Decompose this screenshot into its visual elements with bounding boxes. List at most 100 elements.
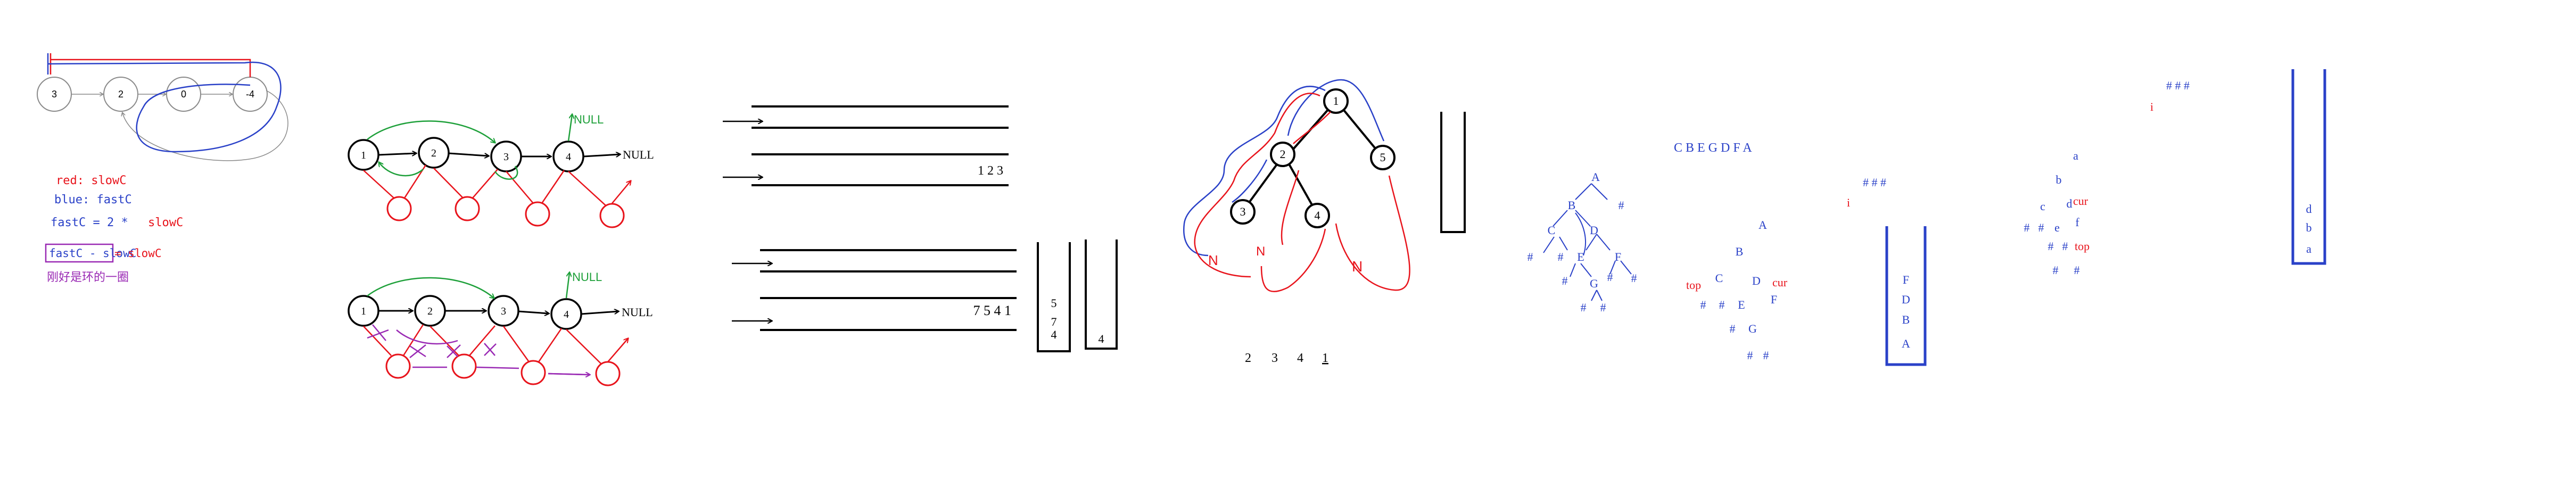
blue-traversal [1183, 79, 1385, 257]
queue-values: 7 5 4 1 [973, 303, 1012, 318]
linked-list-bottom: 1 2 3 4 NULL NULL [348, 270, 653, 386]
green-arc [379, 162, 424, 177]
tree-node-label: E [1738, 298, 1745, 311]
tree-hash: # [1730, 322, 1736, 335]
tree-node [1370, 145, 1396, 170]
tree-node-label: c [2040, 200, 2045, 213]
formula1-lhs: fastC = 2 * [51, 216, 128, 229]
list-edge [581, 311, 618, 315]
tree-edge [1292, 103, 1334, 150]
tree-node [1230, 199, 1256, 225]
tree-hash: # [2024, 221, 2030, 234]
red-scribble: N [1208, 252, 1218, 268]
tree-hash: # [1763, 349, 1769, 362]
tree-node-label: A [1758, 218, 1767, 232]
index-i: i [2150, 100, 2153, 113]
green-arc [367, 277, 494, 298]
queue-values: 1 2 3 [978, 164, 1003, 178]
list-node-label: 1 [361, 150, 366, 161]
green-arc [567, 114, 572, 142]
tree-node-label: C [1548, 224, 1556, 237]
stack-item: F [1903, 273, 1909, 286]
purple-trace [367, 324, 589, 376]
top-label: top [1686, 278, 1701, 292]
red-node [595, 361, 621, 386]
tree-edge [1247, 161, 1279, 205]
tree-edge [1337, 103, 1377, 150]
list-edge [448, 152, 489, 156]
tree-node-label: e [2054, 221, 2060, 234]
tree-node-label: f [2075, 216, 2079, 229]
stack-item: D [1902, 293, 1910, 306]
legend-blue: blue: fastC [54, 193, 132, 207]
red-node [599, 203, 625, 228]
red-node [451, 353, 477, 379]
list-node-label: 2 [431, 147, 436, 159]
purple-arrow [548, 374, 590, 375]
stack-right [1085, 240, 1118, 350]
tree-node-label: 2 [1280, 147, 1286, 161]
stack-item: B [1902, 313, 1910, 326]
tree-hash: # [1719, 298, 1725, 311]
cycle-node-label: 3 [52, 89, 57, 100]
red-scribble: N [1352, 258, 1363, 275]
stack-item: d [2306, 202, 2312, 216]
tree-hash: # [2038, 221, 2044, 234]
stack-item: 4 [1051, 328, 1057, 341]
stack-dba: d b a [2291, 69, 2326, 265]
stack-item: 5 [1051, 296, 1057, 310]
cur-label: cur [2073, 194, 2088, 208]
tree-hash: # [2074, 263, 2080, 277]
tree-node-label: E [1577, 250, 1584, 263]
stack-outline [2291, 69, 2326, 265]
red-node [455, 196, 480, 221]
tree-hash: # [1558, 250, 1564, 263]
red-traversal [1194, 93, 1410, 293]
tree-node-label: G [1748, 322, 1757, 335]
tree-hash: # [1631, 271, 1637, 285]
tree-node-label: F [1771, 293, 1777, 306]
legend-red: red: slowC [56, 174, 126, 187]
tree-hash: # [2048, 240, 2054, 253]
preorder-tree: A B # C D # # E F # G # # # # [1528, 170, 1637, 314]
tree-node-label: 1 [1333, 94, 1339, 108]
tree-hash: # [1528, 250, 1533, 263]
cycle-node-label: -4 [246, 89, 254, 100]
list-node-label: 3 [503, 151, 509, 163]
queue-bottom: 7 5 4 1 [732, 249, 1017, 331]
list-node [418, 137, 450, 169]
preorder-edges [1543, 183, 1632, 301]
tree-hash: # [1581, 301, 1587, 314]
formula2-box-text: fastC - slowC [49, 247, 136, 260]
formula2-rhs: = slowC [114, 247, 162, 260]
tree-hash: # [2062, 240, 2068, 253]
tree-hash: # [1619, 199, 1624, 212]
red-node [521, 360, 546, 385]
stack-pair: 5 7 4 4 [1037, 240, 1118, 352]
index-i: i [1847, 196, 1850, 209]
tree-node [1323, 88, 1349, 114]
tree-node-label: 3 [1240, 205, 1246, 218]
hash-row: # # # [1863, 176, 1886, 189]
null-label: NULL [622, 305, 653, 319]
stack-left [1037, 242, 1071, 352]
tree-edge [1287, 162, 1315, 208]
red-node [385, 353, 411, 379]
hash-row: # # # [2166, 79, 2190, 92]
list-edge [583, 154, 620, 158]
stack-fdba: F D B A [1885, 226, 1927, 366]
tree-node-label: 4 [1315, 209, 1320, 222]
green-arc [565, 272, 569, 299]
green-null-label: NULL [572, 270, 602, 284]
list-edge [378, 153, 416, 155]
tree-node [1304, 203, 1330, 228]
list-node-label: 3 [501, 305, 506, 317]
traversal-sequence: C B E G D F A [1674, 141, 1752, 155]
fast-pointer-trace [47, 53, 282, 153]
tree-hash: # [1607, 270, 1613, 284]
stack-item: 4 [1099, 332, 1104, 345]
cycle-note: 刚好是环的一圈 [47, 270, 129, 284]
cycle-node-label: 0 [181, 89, 186, 100]
top-label: top [2075, 240, 2090, 253]
